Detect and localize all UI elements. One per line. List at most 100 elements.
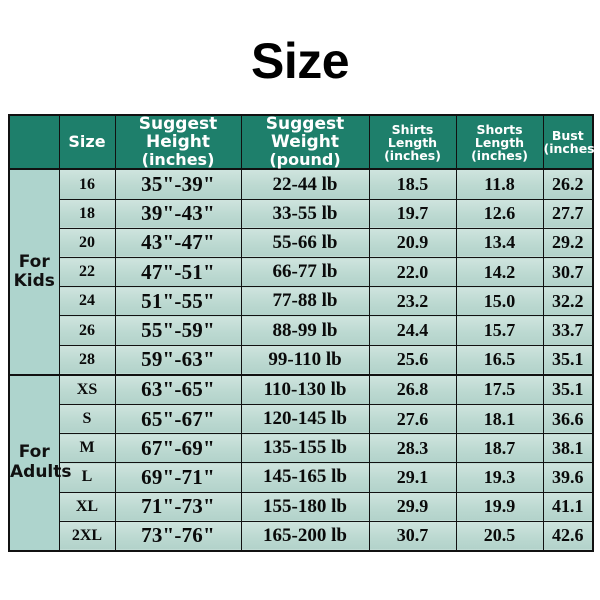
table-row: 20 43"-47" 55-66 lb 20.9 13.4 29.2 xyxy=(9,227,594,259)
cell-weight: 135-155 lb xyxy=(240,433,370,464)
cell-size: 2XL xyxy=(58,520,116,552)
section-label-line1: For xyxy=(18,442,50,463)
header-shirts-length-unit: (inches) xyxy=(384,147,441,163)
header-row: Size Suggest Height (inches) Suggest Wei… xyxy=(8,114,600,170)
header-bust: Bust (inches) xyxy=(542,114,600,170)
cell-shorts: 17.5 xyxy=(455,373,544,405)
cell-size: M xyxy=(58,433,116,464)
cell-shorts: 18.7 xyxy=(455,433,544,464)
cell-height: 39"-43" xyxy=(114,198,242,229)
cell-shorts: 18.1 xyxy=(455,403,544,435)
cell-weight: 120-145 lb xyxy=(240,403,370,435)
cell-shorts: 13.4 xyxy=(455,227,544,259)
table-row: 26 55"-59" 88-99 lb 24.4 15.7 33.7 xyxy=(9,315,594,346)
header-suggest-height: Suggest Height (inches) xyxy=(114,114,242,170)
cell-size: 24 xyxy=(58,286,116,317)
table-row: 22 47"-51" 66-77 lb 22.0 14.2 30.7 xyxy=(9,257,594,288)
cell-height: 55"-59" xyxy=(114,315,242,346)
cell-bust: 33.7 xyxy=(542,315,594,346)
section-label-kids: For Kids xyxy=(8,168,60,376)
section-label-adults: For Adults xyxy=(8,373,72,552)
table-row: 24 51"-55" 77-88 lb 23.2 15.0 32.2 xyxy=(9,286,594,317)
cell-size: 20 xyxy=(58,227,116,259)
cell-weight: 165-200 lb xyxy=(240,520,370,552)
header-bust-unit: (inches) xyxy=(543,141,600,157)
header-suggest-weight-main: Suggest Weight xyxy=(265,114,345,152)
cell-weight: 145-165 lb xyxy=(240,462,370,493)
page-title: Size xyxy=(250,33,350,89)
cell-size: S xyxy=(58,403,116,435)
cell-height: 69"-71" xyxy=(114,462,242,493)
cell-bust: 30.7 xyxy=(542,257,594,288)
cell-shorts: 20.5 xyxy=(455,520,544,552)
section-label-line2: Kids xyxy=(13,271,55,292)
section-label-line2: Adults xyxy=(10,461,72,482)
cell-shirts: 30.7 xyxy=(368,520,457,552)
cell-size: 22 xyxy=(58,257,116,288)
cell-shorts: 19.3 xyxy=(455,462,544,493)
cell-shirts: 29.9 xyxy=(368,491,457,522)
cell-shorts: 14.2 xyxy=(455,257,544,288)
cell-bust: 35.1 xyxy=(542,344,594,376)
header-bust-main: Bust xyxy=(551,128,584,144)
table-row: L 69"-71" 145-165 lb 29.1 19.3 39.6 xyxy=(9,462,594,493)
cell-weight: 88-99 lb xyxy=(240,315,370,346)
header-shorts-length-main: Shorts Length xyxy=(474,121,525,150)
cell-bust: 41.1 xyxy=(542,491,594,522)
cell-size: 28 xyxy=(58,344,116,376)
cell-bust: 38.1 xyxy=(542,433,594,464)
cell-shorts: 11.8 xyxy=(455,168,544,200)
cell-bust: 32.2 xyxy=(542,286,594,317)
header-size: Size xyxy=(58,114,116,170)
table-row: For Adults XS 63"-65" 110-130 lb 26.8 17.5 35.1 xyxy=(8,373,594,552)
header-suggest-weight-unit: (pound) xyxy=(269,149,341,169)
table-row: 2XL 73"-76" 165-200 lb 30.7 20.5 42.6 xyxy=(9,520,594,552)
table-row: 28 59"-63" 99-110 lb 25.6 16.5 35.1 xyxy=(9,344,594,376)
cell-weight: 22-44 lb xyxy=(240,168,370,200)
cell-size: 18 xyxy=(58,198,116,229)
header-suggest-height-unit: (inches) xyxy=(141,149,215,169)
header-suggest-weight: Suggest Weight (pound) xyxy=(240,114,370,170)
cell-size: XL xyxy=(58,491,116,522)
cell-shirts: 28.3 xyxy=(368,433,457,464)
cell-height: 35"-39" xyxy=(114,168,242,200)
table-body: For Kids 16 35"-39" 22-44 lb 18.5 11.8 26.2 18 39… xyxy=(8,168,594,552)
cell-bust: 42.6 xyxy=(542,520,594,552)
cell-shirts: 29.1 xyxy=(368,462,457,493)
size-table-container: Size Suggest Height (inches) Suggest Wei… xyxy=(8,114,600,552)
cell-shorts: 19.9 xyxy=(455,491,544,522)
table-row: S 65"-67" 120-145 lb 27.6 18.1 36.6 xyxy=(9,403,594,435)
section-label-line1: For xyxy=(18,251,50,272)
cell-weight: 66-77 lb xyxy=(240,257,370,288)
cell-height: 67"-69" xyxy=(114,433,242,464)
cell-shorts: 15.7 xyxy=(455,315,544,346)
cell-shirts: 22.0 xyxy=(368,257,457,288)
header-shirts-length-main: Shirts Length xyxy=(387,121,438,150)
cell-bust: 26.2 xyxy=(542,168,594,200)
cell-height: 43"-47" xyxy=(114,227,242,259)
header-blank xyxy=(8,114,60,170)
header-suggest-height-main: Suggest Height xyxy=(138,114,218,152)
table-row: M 67"-69" 135-155 lb 28.3 18.7 38.1 xyxy=(9,433,594,464)
cell-bust: 36.6 xyxy=(542,403,594,435)
cell-weight: 155-180 lb xyxy=(240,491,370,522)
cell-bust: 27.7 xyxy=(542,198,594,229)
cell-weight: 110-130 lb xyxy=(240,373,370,405)
cell-shirts: 24.4 xyxy=(368,315,457,346)
cell-height: 65"-67" xyxy=(114,403,242,435)
cell-height: 59"-63" xyxy=(114,344,242,376)
cell-weight: 99-110 lb xyxy=(240,344,370,376)
header-shorts-length: Shorts Length (inches) xyxy=(455,114,544,170)
cell-shirts: 20.9 xyxy=(368,227,457,259)
cell-shorts: 12.6 xyxy=(455,198,544,229)
cell-bust: 35.1 xyxy=(542,373,594,405)
cell-shirts: 18.5 xyxy=(368,168,457,200)
cell-shorts: 16.5 xyxy=(455,344,544,376)
cell-bust: 39.6 xyxy=(542,462,594,493)
cell-size: 16 xyxy=(58,168,116,200)
cell-weight: 55-66 lb xyxy=(240,227,370,259)
cell-size: XS xyxy=(58,373,116,405)
cell-shorts: 15.0 xyxy=(455,286,544,317)
table-row: For Kids 16 35"-39" 22-44 lb 18.5 11.8 26.2 xyxy=(8,168,594,376)
